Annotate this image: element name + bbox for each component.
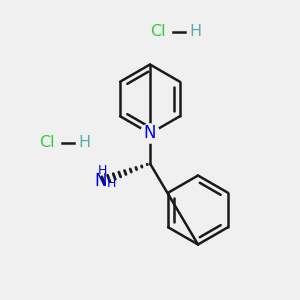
- Text: H: H: [78, 135, 90, 150]
- Text: N: N: [144, 124, 156, 142]
- Text: Cl: Cl: [39, 135, 55, 150]
- Text: N: N: [94, 172, 107, 190]
- Text: Cl: Cl: [150, 24, 166, 39]
- Text: H: H: [97, 164, 107, 177]
- Circle shape: [140, 124, 160, 143]
- Text: H: H: [107, 177, 117, 190]
- Text: H: H: [189, 24, 201, 39]
